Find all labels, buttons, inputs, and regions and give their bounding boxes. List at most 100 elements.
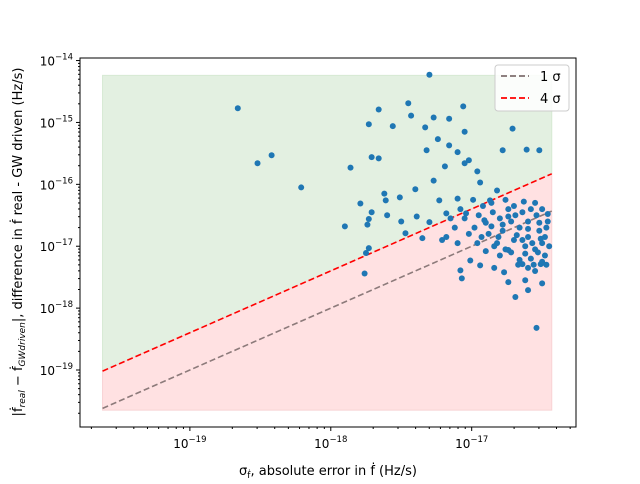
data-point	[254, 160, 261, 167]
data-point	[520, 198, 527, 205]
data-point	[502, 196, 509, 203]
data-point	[465, 157, 472, 164]
y-tick-label: 10−16	[40, 176, 73, 192]
data-point	[457, 206, 464, 213]
data-point	[536, 227, 543, 234]
axes-frame	[79, 57, 577, 428]
data-point	[298, 184, 305, 191]
y-axis-label: |ḟreal − ḟGWdriven|, difference in ḟ rea…	[9, 68, 28, 417]
data-point	[496, 215, 503, 222]
data-point	[454, 195, 461, 202]
axis-ticks: 10−19 10−18 10−17 10−14 10−15 10−16 10−17 10−18…	[40, 53, 571, 451]
data-point	[529, 240, 536, 247]
data-point	[501, 269, 508, 276]
data-point	[515, 261, 522, 268]
data-point	[363, 250, 370, 257]
x-tick-label: 10−17	[455, 435, 488, 451]
data-point	[419, 235, 426, 242]
scatter-points	[234, 71, 553, 331]
data-point	[516, 224, 523, 231]
data-point	[471, 224, 478, 231]
data-point	[519, 209, 526, 216]
data-point	[537, 235, 544, 242]
legend-label-1sigma: 1 σ	[540, 70, 561, 85]
y-tick-label: 10−18	[40, 300, 73, 316]
data-point	[430, 114, 437, 121]
legend-label-4sigma: 4 σ	[540, 92, 561, 107]
data-point	[482, 219, 489, 226]
data-point	[426, 219, 433, 226]
data-point	[508, 249, 515, 256]
data-point	[384, 212, 391, 219]
data-point	[447, 215, 454, 222]
data-point	[525, 287, 532, 294]
y-tick-label: 10−17	[40, 238, 73, 254]
data-point	[525, 218, 532, 225]
data-point	[513, 232, 520, 239]
data-point	[357, 200, 364, 207]
data-point	[467, 257, 474, 264]
data-point	[494, 187, 501, 194]
data-point	[439, 237, 446, 244]
data-point	[534, 249, 541, 256]
x-tick-label: 10−18	[314, 435, 347, 451]
data-point	[532, 199, 539, 206]
data-point	[375, 106, 382, 113]
data-point	[396, 194, 403, 201]
data-point	[499, 221, 506, 228]
data-point	[460, 103, 467, 110]
data-point	[361, 270, 368, 277]
legend: 1 σ 4 σ	[494, 64, 570, 112]
data-point	[512, 293, 519, 300]
y-tick-label: 10−19	[40, 362, 73, 378]
data-point	[461, 160, 468, 167]
x-axis-label: σḟ, absolute error in ḟ (Hz/s)	[239, 462, 417, 480]
data-point	[522, 243, 529, 250]
data-point	[234, 105, 241, 112]
data-point	[505, 213, 512, 220]
data-point	[505, 279, 512, 286]
data-point	[475, 212, 482, 219]
data-point	[505, 206, 512, 213]
data-point	[375, 155, 382, 162]
data-point	[402, 230, 409, 237]
data-point	[536, 219, 543, 226]
data-point	[443, 233, 450, 240]
data-point	[489, 209, 496, 216]
data-point	[470, 196, 477, 203]
data-point	[474, 240, 481, 247]
data-point	[512, 212, 519, 219]
data-point	[381, 190, 388, 197]
data-point	[527, 206, 534, 213]
shaded-regions	[102, 74, 553, 411]
data-point	[488, 223, 495, 230]
y-tick-label: 10−14	[40, 53, 73, 69]
data-point	[422, 124, 429, 131]
data-point	[478, 233, 485, 240]
data-point	[441, 163, 448, 170]
data-point	[451, 224, 458, 231]
data-point	[446, 115, 453, 122]
data-point	[405, 100, 412, 107]
data-point	[412, 186, 419, 193]
data-point	[525, 233, 532, 240]
data-point	[368, 154, 375, 161]
data-point	[543, 224, 550, 231]
data-point	[485, 230, 492, 237]
data-point	[454, 149, 461, 156]
data-point	[368, 209, 375, 216]
data-point	[398, 218, 405, 225]
data-point	[430, 177, 437, 184]
data-point	[530, 261, 537, 268]
data-point	[461, 128, 468, 135]
data-point	[522, 250, 529, 257]
data-point	[541, 252, 548, 259]
data-point	[525, 225, 532, 232]
data-point	[463, 210, 470, 217]
data-point	[523, 146, 530, 153]
data-point	[454, 240, 461, 247]
data-point	[389, 123, 396, 130]
data-point	[423, 147, 430, 154]
data-point	[536, 147, 543, 154]
